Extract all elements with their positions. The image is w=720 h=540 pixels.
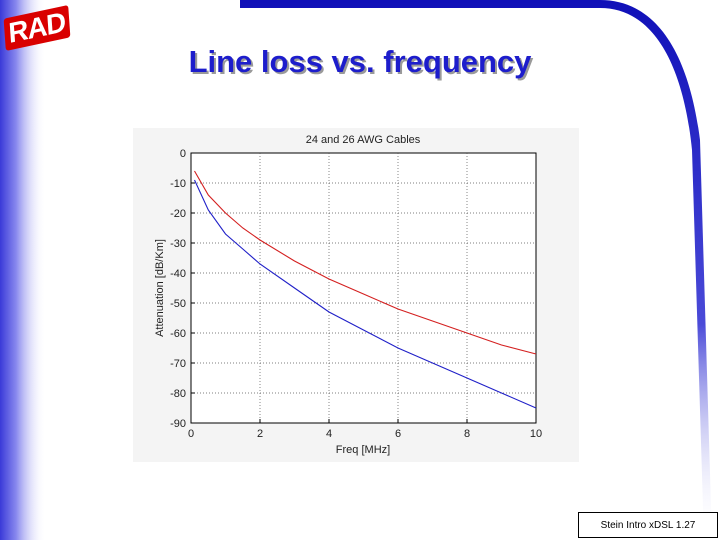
series-layer <box>194 170 537 409</box>
y-tick-label-2: -20 <box>170 208 186 220</box>
x-tick-label-2: 4 <box>326 428 332 440</box>
y-tick-label-4: -40 <box>170 268 186 280</box>
y-axis-label: Attenuation [dB/Km] <box>154 239 166 337</box>
y-tick-label-7: -70 <box>170 358 186 370</box>
x-tick-label-0: 0 <box>188 428 194 440</box>
attenuation-chart: 0 2 4 6 8 10 0 -10 -20 -30 -40 -50 -60 -70 -80 -90 24 a… <box>154 134 542 456</box>
x-tick-label-1: 2 <box>257 428 263 440</box>
series-line-1 <box>194 179 537 409</box>
chart-title: 24 and 26 AWG Cables <box>306 134 421 146</box>
y-tick-label-9: -90 <box>170 418 186 430</box>
y-tick-label-3: -30 <box>170 238 186 250</box>
series-line-0 <box>194 170 537 355</box>
y-tick-label-1: -10 <box>170 178 186 190</box>
plot-area <box>190 152 537 424</box>
slide-footer: Stein Intro xDSL 1.27 <box>578 512 718 538</box>
y-tick-label-0: 0 <box>180 148 186 160</box>
x-tick-label-5: 10 <box>530 428 542 440</box>
grid-layer <box>191 153 536 423</box>
y-tick-label-6: -60 <box>170 328 186 340</box>
x-axis-label: Freq [MHz] <box>336 444 390 456</box>
x-tick-label-3: 6 <box>395 428 401 440</box>
y-tick-label-5: -50 <box>170 298 186 310</box>
tick-layer: 0 2 4 6 8 10 0 -10 -20 -30 -40 -50 -60 -70 -80 -90 <box>170 148 542 440</box>
chart-panel: 0 2 4 6 8 10 0 -10 -20 -30 -40 -50 -60 -70 -80 -90 24 a… <box>133 128 579 462</box>
x-tick-label-4: 8 <box>464 428 470 440</box>
y-tick-label-8: -80 <box>170 388 186 400</box>
left-gradient-band <box>0 0 46 540</box>
slide-title: Line loss vs. frequency <box>188 44 532 79</box>
